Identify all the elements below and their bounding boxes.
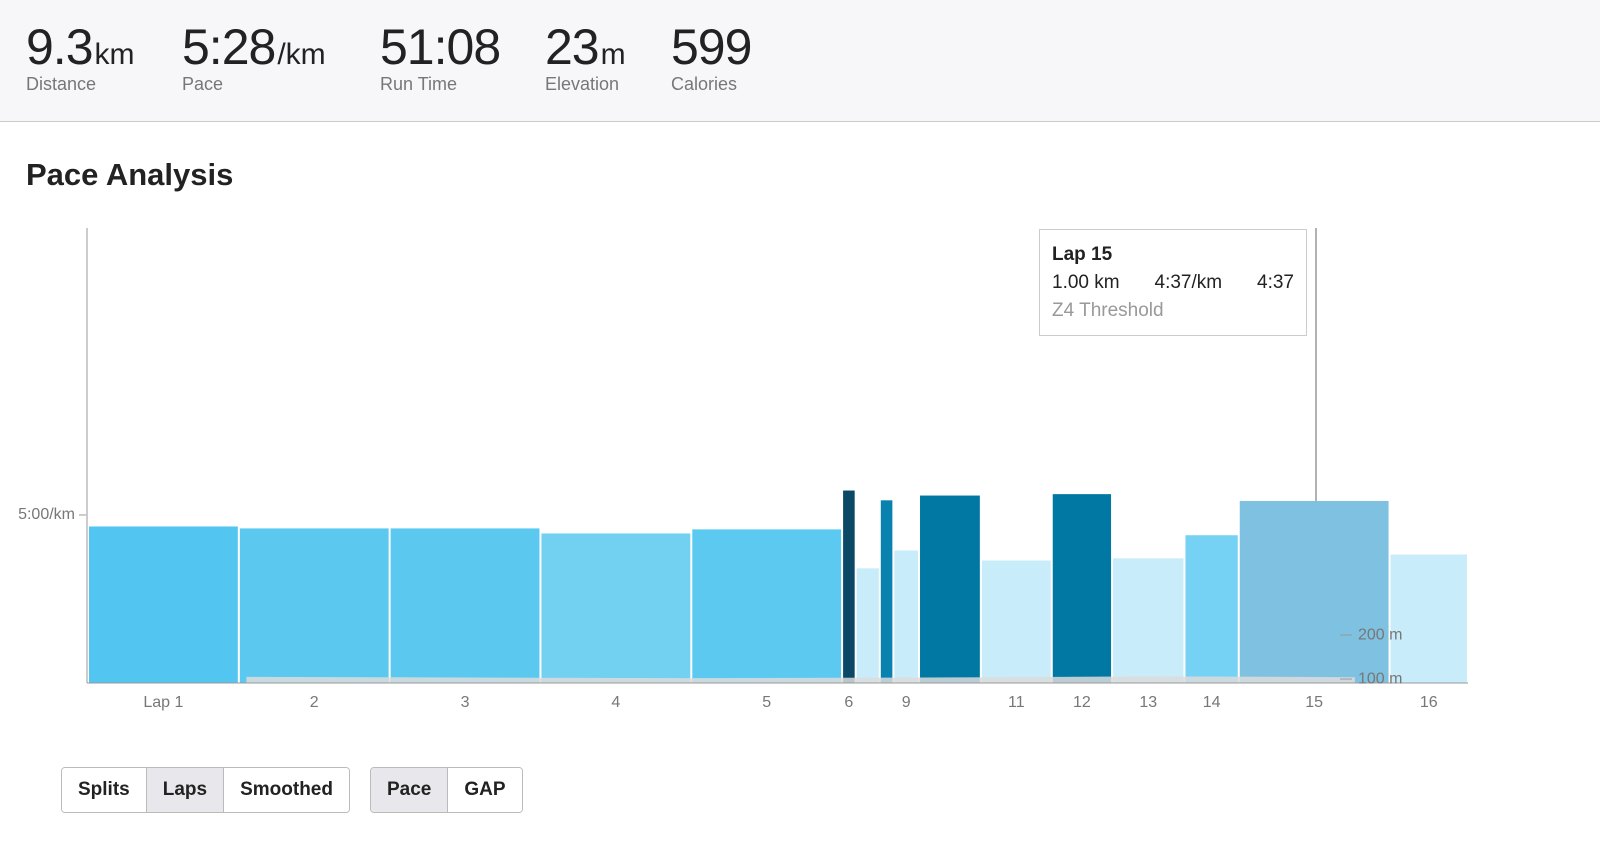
- stat-line: 9.3km: [26, 18, 135, 76]
- lap-bar: [981, 560, 1051, 683]
- stat: 23m Elevation: [545, 18, 626, 95]
- y2-tick-label: 200 m: [1358, 626, 1402, 643]
- lap-bar: [920, 495, 980, 683]
- lap-bar: [89, 526, 238, 683]
- x-tick-label: 3: [461, 694, 470, 711]
- stat-line: 23m: [545, 18, 626, 76]
- lap-bar: [1239, 500, 1389, 683]
- stat-value: 5:28: [182, 19, 276, 75]
- x-tick-label: 9: [902, 694, 911, 711]
- lap-bar: [843, 490, 855, 683]
- stat-value: 23: [545, 19, 600, 75]
- x-tick-label: 13: [1139, 694, 1157, 711]
- y2-tick-label: 100 m: [1358, 670, 1402, 687]
- x-tick-label: 11: [1008, 694, 1025, 711]
- lap-bar: [239, 528, 389, 683]
- stat-label: Distance: [26, 74, 97, 94]
- elevation-area: [246, 676, 1355, 683]
- stat: 599 Calories: [671, 18, 752, 95]
- lap-bar: [390, 528, 540, 683]
- lap-bar: [541, 533, 691, 683]
- stat-line: 5:28/km: [182, 18, 326, 76]
- toggle-button[interactable]: GAP: [448, 768, 522, 812]
- x-tick-label: 12: [1073, 694, 1091, 711]
- lap-bar: [1185, 535, 1238, 683]
- x-tick-label: 14: [1203, 694, 1221, 711]
- tooltip-title: Lap 15: [1052, 244, 1113, 265]
- tooltip-zone: Z4 Threshold: [1052, 300, 1164, 321]
- lap-bar: [1113, 558, 1184, 683]
- y-tick-label: 5:00/km: [18, 506, 75, 523]
- tooltip-pace: 4:37/km: [1154, 272, 1223, 293]
- lap-bar: [692, 529, 842, 683]
- tooltip: Lap 15 1.00 km 4:37/km 4:37 Z4 Threshold: [1039, 229, 1307, 336]
- stat-unit: /km: [277, 38, 326, 71]
- tooltip-row: 1.00 km 4:37/km 4:37: [1052, 272, 1294, 294]
- tooltip-time: 4:37: [1257, 272, 1294, 293]
- stat: 5:28/km Pace: [182, 18, 326, 95]
- x-tick-label: 5: [762, 694, 771, 711]
- stat: 51:08 Run Time: [380, 18, 501, 95]
- x-tick-label: 15: [1305, 694, 1323, 711]
- section-title: Pace Analysis: [26, 157, 234, 192]
- toggle-button[interactable]: Smoothed: [224, 768, 349, 812]
- stat-value: 599: [671, 19, 752, 75]
- x-tick-label: 4: [611, 694, 620, 711]
- lap-bar: [856, 568, 879, 683]
- stats-header: 9.3km Distance 5:28/km Pace 51:08 Run Time 23m…: [0, 0, 1600, 122]
- pace-chart: Lap 1 2 3 4 5 6 9 11 12 13 14 15 16 5:00/km 200 m 100 m: [18, 228, 1468, 711]
- stat-unit: m: [600, 38, 626, 71]
- stat-unit: km: [94, 38, 135, 71]
- stat-label: Pace: [182, 74, 224, 94]
- metric-toggle: Pace GAP: [370, 767, 523, 813]
- tooltip-distance: 1.00 km: [1052, 272, 1120, 293]
- toggle-button[interactable]: Laps: [146, 768, 225, 812]
- stat: 9.3km Distance: [26, 18, 135, 95]
- toggle-button[interactable]: Pace: [371, 768, 449, 812]
- x-tick-label: 2: [310, 694, 319, 711]
- stat-value: 9.3: [26, 19, 94, 75]
- stat-line: 51:08: [380, 18, 501, 76]
- stat-label: Calories: [671, 74, 738, 94]
- lap-bar: [1390, 554, 1467, 683]
- x-tick-label: 16: [1420, 694, 1438, 711]
- stat-label: Run Time: [380, 74, 458, 94]
- view-toggle: Splits Laps Smoothed: [61, 767, 350, 813]
- x-tick-label: Lap 1: [143, 694, 183, 711]
- lap-bar: [1052, 494, 1112, 683]
- stat-value: 51:08: [380, 19, 501, 75]
- lap-bar: [880, 500, 893, 683]
- stat-label: Elevation: [545, 74, 620, 94]
- stat-line: 599: [671, 18, 752, 76]
- lap-bar: [894, 550, 919, 683]
- toggle-button[interactable]: Splits: [62, 768, 147, 812]
- x-tick-label: 6: [844, 694, 853, 711]
